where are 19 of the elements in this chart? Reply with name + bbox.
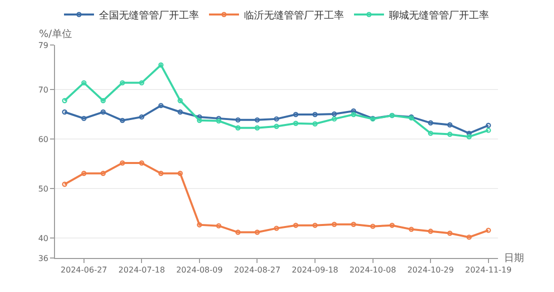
- legend-label: 全国无缝管管厂开工率: [99, 9, 199, 22]
- x-tick-label: 2024-07-18: [118, 266, 165, 275]
- y-tick-label: 70: [38, 86, 48, 95]
- x-tick-label: 2024-09-18: [292, 266, 338, 275]
- legend-label: 聊城无缝管管厂开工率: [389, 9, 489, 22]
- y-tick-label: 60: [38, 135, 48, 144]
- x-tick-label: 2024-10-29: [407, 266, 454, 275]
- legend-label: 临沂无缝管管厂开工率: [244, 9, 344, 22]
- y-tick-label: 40: [38, 234, 48, 243]
- x-tick-label: 2024-08-27: [234, 266, 280, 275]
- x-axis-title: 日期: [504, 252, 524, 264]
- x-tick-label: 2024-11-19: [465, 266, 512, 275]
- x-tick-label: 2024-10-08: [350, 266, 396, 275]
- y-axis-title: %/单位: [39, 28, 72, 40]
- x-tick-label: 2024-06-27: [60, 266, 108, 275]
- x-tick-label: 2024-08-09: [176, 266, 223, 275]
- y-tick-label: 50: [38, 184, 48, 194]
- y-tick-label: 36: [38, 254, 48, 263]
- y-tick-label: 79: [38, 41, 48, 50]
